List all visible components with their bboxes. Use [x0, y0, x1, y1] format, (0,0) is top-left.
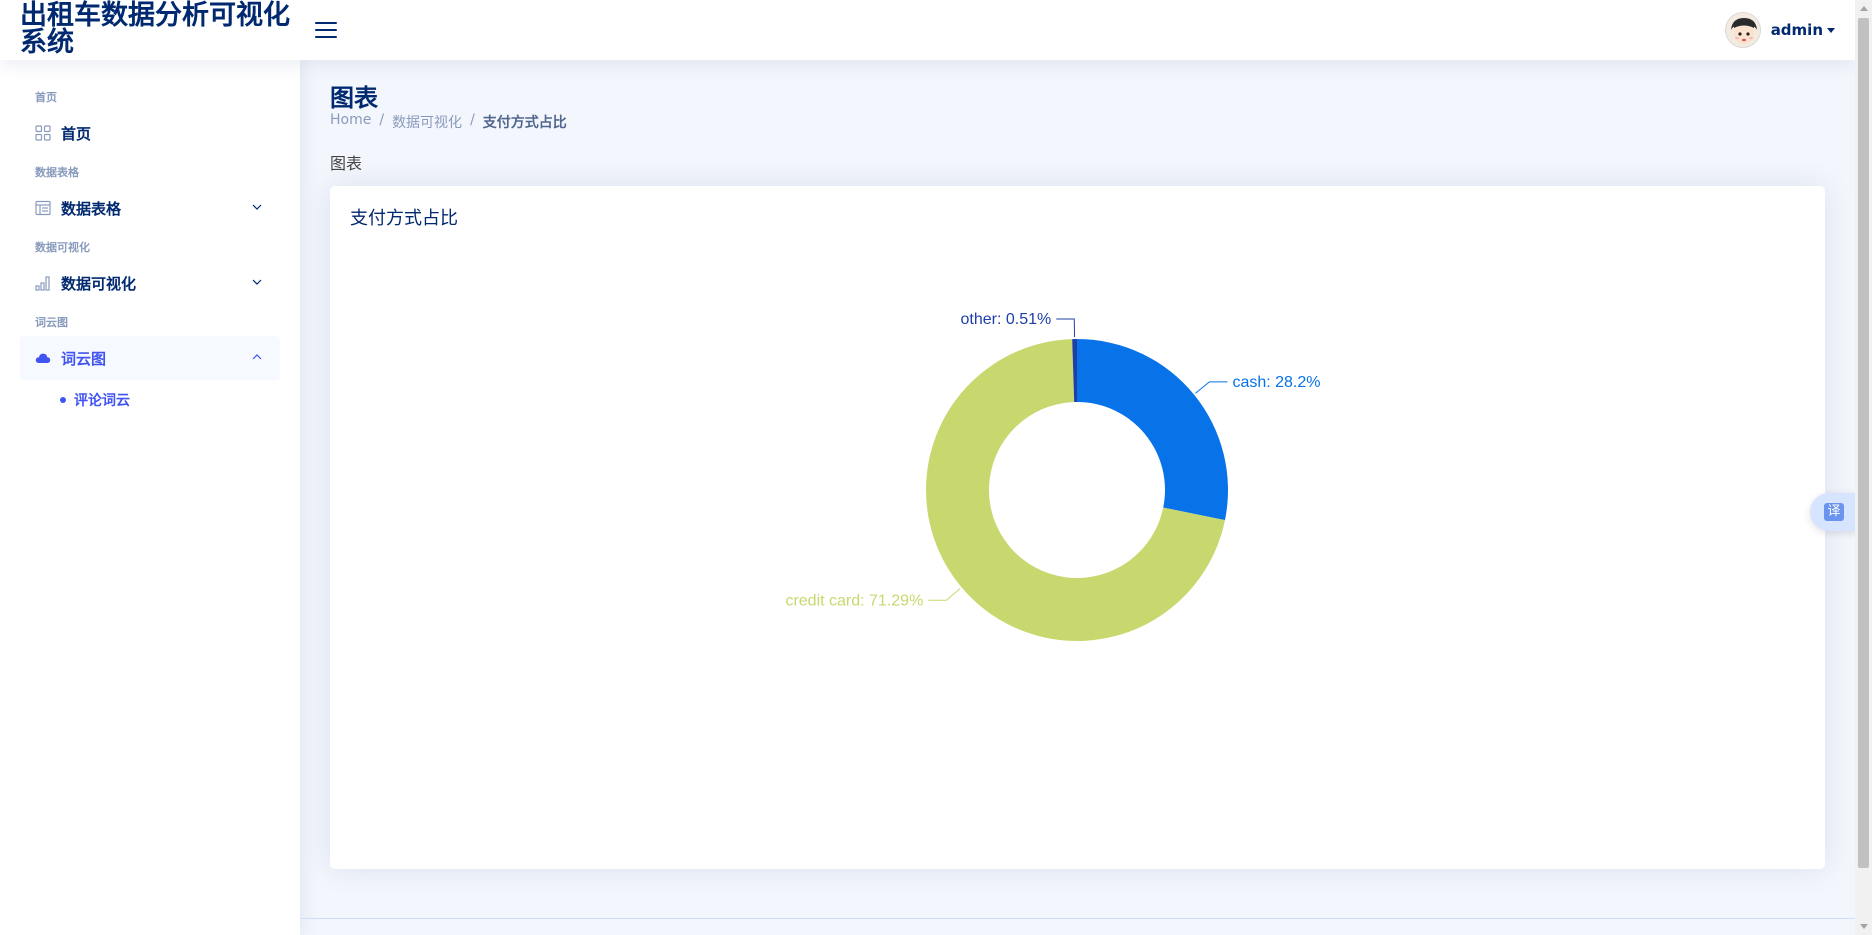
scrollbar-thumb[interactable]: [1858, 18, 1869, 868]
sidebar-item-label: 词云图: [61, 349, 107, 368]
cloud-icon: [35, 350, 51, 366]
breadcrumb-separator: /: [379, 112, 385, 128]
scroll-down-icon[interactable]: [1860, 924, 1868, 929]
top-header: 出租车数据分析可视化系统 admin: [0, 0, 1855, 60]
user-name-label: admin: [1770, 21, 1823, 39]
page-title: 图表: [330, 84, 378, 112]
breadcrumb-home[interactable]: Home: [330, 112, 372, 128]
chevron-down-icon: [252, 279, 262, 285]
sidebar-item-home[interactable]: 首页: [20, 111, 280, 155]
donut-chart: cash: 28.2% credit card: 71.29% other: 0.5…: [785, 311, 1321, 641]
sidebar: 首页 首页 数据表格 数据表格 数据可视化 数据可视化: [0, 60, 300, 935]
nav-heading-wordcloud: 词云图: [35, 316, 68, 329]
breadcrumb-visualization[interactable]: 数据可视化: [392, 115, 463, 131]
pie-label-other: other: 0.51%: [961, 311, 1052, 328]
bullet-icon: [60, 397, 66, 403]
section-label: 图表: [330, 154, 363, 173]
caret-down-icon: [1827, 27, 1835, 33]
translate-icon: 译: [1824, 503, 1844, 521]
chart-card: 支付方式占比 cash: 28.2% credit card: 71.29% oth…: [330, 186, 1825, 869]
breadcrumb-current: 支付方式占比: [482, 115, 567, 131]
label-leader-line: [1056, 318, 1076, 338]
pie-slice-credit-card[interactable]: [925, 339, 1225, 641]
pie-label-credit-card: credit card: 71.29%: [785, 592, 923, 609]
sidebar-item-tables[interactable]: 数据表格: [20, 186, 280, 230]
breadcrumb-separator: /: [470, 112, 475, 128]
page-scrollbar[interactable]: [1855, 0, 1872, 935]
sidebar-item-label: 数据可视化: [61, 274, 137, 293]
user-menu[interactable]: admin: [1724, 12, 1835, 48]
translate-button[interactable]: 译: [1810, 493, 1858, 531]
table-icon: [35, 200, 51, 216]
sidebar-item-wordcloud[interactable]: 词云图: [20, 336, 280, 380]
label-leader-line: [928, 588, 961, 601]
avatar: [1724, 12, 1761, 48]
chevron-up-icon: [252, 354, 262, 360]
chevron-down-icon: [252, 204, 262, 210]
sidebar-subitem-label: 评论词云: [74, 393, 130, 409]
card-title: 支付方式占比: [350, 208, 458, 229]
bar-chart-icon: [35, 275, 51, 291]
nav-heading-tables: 数据表格: [35, 166, 79, 179]
grid-icon: [35, 125, 51, 141]
sidebar-item-label: 数据表格: [61, 199, 122, 218]
label-leader-line: [1195, 381, 1228, 394]
scroll-up-icon[interactable]: [1860, 6, 1868, 11]
nav-heading-visualization: 数据可视化: [35, 241, 90, 254]
pie-slice-cash[interactable]: [1077, 339, 1228, 521]
breadcrumb: Home / 数据可视化 / 支付方式占比: [330, 112, 567, 132]
main-content: 图表 Home / 数据可视化 / 支付方式占比 图表 支付方式占比 cash:…: [300, 60, 1855, 935]
sidebar-item-label: 首页: [61, 124, 92, 143]
sidebar-subitem-comment-wordcloud[interactable]: 评论词云: [20, 380, 280, 420]
app-title[interactable]: 出租车数据分析可视化系统: [20, 0, 290, 58]
pie-slice-other[interactable]: [1072, 339, 1077, 403]
sidebar-item-visualization[interactable]: 数据可视化: [20, 261, 280, 305]
nav-heading-home: 首页: [35, 91, 57, 104]
menu-toggle-icon[interactable]: [314, 18, 338, 42]
pie-label-cash: cash: 28.2%: [1232, 374, 1320, 391]
user-name[interactable]: admin: [1771, 21, 1835, 39]
footer-divider: [300, 918, 1855, 919]
